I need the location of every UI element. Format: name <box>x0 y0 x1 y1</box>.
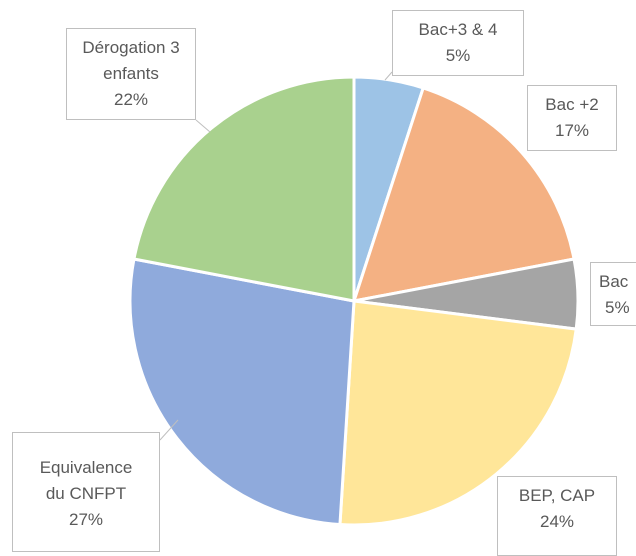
label-box: Equivalence du CNFPT 27% <box>12 432 160 552</box>
value-label: 5% <box>605 298 630 317</box>
leader-line <box>159 419 179 441</box>
pie-slice <box>128 257 356 527</box>
label-box: Bac+3 & 4 5% <box>392 10 524 76</box>
pie-slice <box>132 75 356 303</box>
value-label: 24% <box>539 512 575 531</box>
value-label: 5% <box>445 46 471 65</box>
category-label: Bac <box>599 272 629 291</box>
category-label: Dérogation 3 enfants <box>82 38 180 83</box>
leader-line <box>384 71 393 81</box>
label-box: BEP, CAP 24% <box>497 476 617 556</box>
category-label: Bac+3 & 4 <box>418 20 498 39</box>
value-label: 17% <box>554 121 590 140</box>
label-box: Bac +2 17% <box>527 85 617 151</box>
value-label: 27% <box>68 510 104 529</box>
label-box: Dérogation 3 enfants 22% <box>66 28 196 120</box>
category-label: Equivalence du CNFPT <box>39 458 133 503</box>
label-box: Bac 5% <box>590 262 636 326</box>
pie-slice <box>351 86 576 303</box>
leader-line <box>195 119 211 133</box>
pie-slice <box>338 299 578 527</box>
category-label: Bac +2 <box>545 95 599 114</box>
value-label: 22% <box>113 90 149 109</box>
leader-lines <box>159 71 393 441</box>
category-label: BEP, CAP <box>518 486 596 505</box>
